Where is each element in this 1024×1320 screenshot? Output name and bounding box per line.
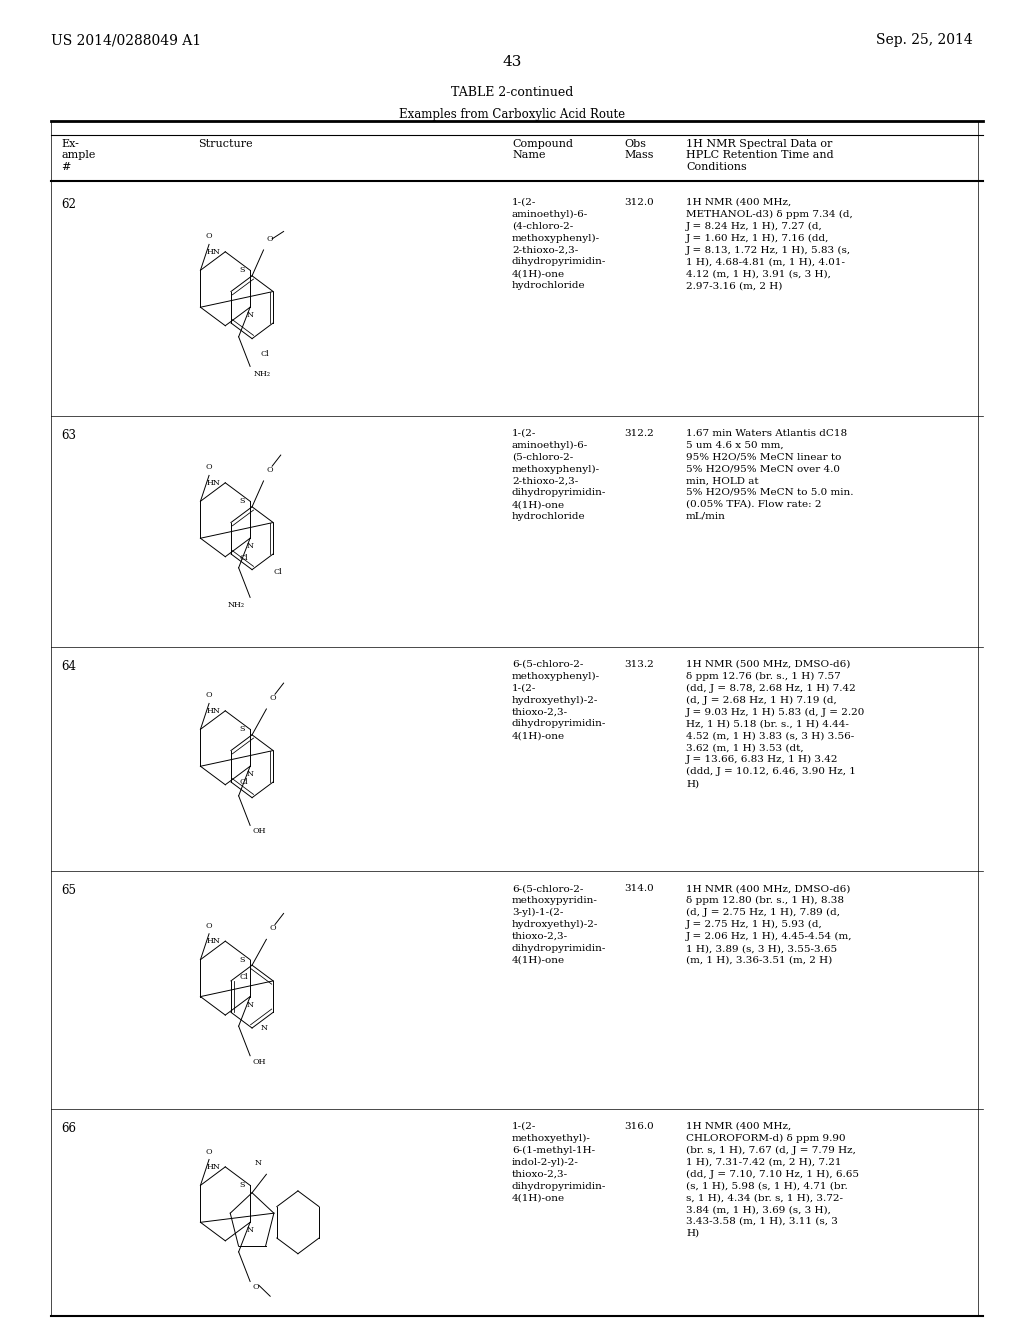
Text: Structure: Structure [198,139,253,149]
Text: O: O [206,692,212,700]
Text: Compound
Name: Compound Name [512,139,573,160]
Text: Cl: Cl [240,553,248,561]
Text: O: O [253,1283,260,1291]
Text: O: O [206,463,212,471]
Text: S: S [240,956,245,964]
Text: Cl: Cl [261,350,269,358]
Text: HN: HN [206,706,220,715]
Text: 62: 62 [61,198,77,211]
Text: Obs
Mass: Obs Mass [625,139,654,160]
Text: OH: OH [253,828,266,836]
Text: S: S [240,498,245,506]
Text: Ex-
ample
#: Ex- ample # [61,139,96,172]
Text: 313.2: 313.2 [625,660,654,669]
Text: Cl: Cl [274,569,283,577]
Text: 1H NMR (500 MHz, DMSO-d6)
δ ppm 12.76 (br. s., 1 H) 7.57
(dd, J = 8.78, 2.68 Hz,: 1H NMR (500 MHz, DMSO-d6) δ ppm 12.76 (b… [686,660,865,788]
Text: Sep. 25, 2014: Sep. 25, 2014 [877,33,973,48]
Text: NH₂: NH₂ [253,371,270,379]
Text: 312.2: 312.2 [625,429,654,438]
Text: 1H NMR (400 MHz, DMSO-d6)
δ ppm 12.80 (br. s., 1 H), 8.38
(d, J = 2.75 Hz, 1 H),: 1H NMR (400 MHz, DMSO-d6) δ ppm 12.80 (b… [686,884,853,965]
Text: N: N [247,543,254,550]
Text: N: N [247,1226,254,1234]
Text: HN: HN [206,479,220,487]
Text: S: S [240,267,245,275]
Text: 65: 65 [61,884,77,898]
Text: 63: 63 [61,429,77,442]
Text: O: O [206,1147,212,1155]
Text: 1-(2-
aminoethyl)-6-
(4-chloro-2-
methoxyphenyl)-
2-thioxo-2,3-
dihydropyrimidin: 1-(2- aminoethyl)-6- (4-chloro-2- methox… [512,198,606,290]
Text: Cl: Cl [240,973,248,981]
Text: US 2014/0288049 A1: US 2014/0288049 A1 [51,33,202,48]
Text: N: N [254,1159,261,1167]
Text: 316.0: 316.0 [625,1122,654,1131]
Text: O: O [266,466,273,474]
Text: 66: 66 [61,1122,77,1135]
Text: NH₂: NH₂ [227,602,245,610]
Text: 1.67 min Waters Atlantis dC18
5 um 4.6 x 50 mm,
95% H2O/5% MeCN linear to
5% H2O: 1.67 min Waters Atlantis dC18 5 um 4.6 x… [686,429,854,520]
Text: N: N [261,1024,267,1032]
Text: O: O [206,232,212,240]
Text: Cl: Cl [240,777,248,785]
Text: OH: OH [253,1057,266,1065]
Text: S: S [240,725,245,734]
Text: N: N [247,1001,254,1008]
Text: O: O [266,235,273,243]
Text: N: N [247,312,254,319]
Text: 312.0: 312.0 [625,198,654,207]
Text: 6-(5-chloro-2-
methoxyphenyl)-
1-(2-
hydroxyethyl)-2-
thioxo-2,3-
dihydropyrimid: 6-(5-chloro-2- methoxyphenyl)- 1-(2- hyd… [512,660,606,741]
Text: 6-(5-chloro-2-
methoxypyridin-
3-yl)-1-(2-
hydroxyethyl)-2-
thioxo-2,3-
dihydrop: 6-(5-chloro-2- methoxypyridin- 3-yl)-1-(… [512,884,606,965]
Text: HN: HN [206,248,220,256]
Text: O: O [206,921,212,929]
Text: 1H NMR Spectral Data or
HPLC Retention Time and
Conditions: 1H NMR Spectral Data or HPLC Retention T… [686,139,834,172]
Text: HN: HN [206,1163,220,1171]
Text: 64: 64 [61,660,77,673]
Text: 314.0: 314.0 [625,884,654,894]
Text: O: O [269,693,275,702]
Text: 1-(2-
methoxyethyl)-
6-(1-methyl-1H-
indol-2-yl)-2-
thioxo-2,3-
dihydropyrimidin: 1-(2- methoxyethyl)- 6-(1-methyl-1H- ind… [512,1122,606,1203]
Text: 1-(2-
aminoethyl)-6-
(5-chloro-2-
methoxyphenyl)-
2-thioxo-2,3-
dihydropyrimidin: 1-(2- aminoethyl)-6- (5-chloro-2- methox… [512,429,606,521]
Text: N: N [247,771,254,779]
Text: 43: 43 [503,55,521,70]
Text: S: S [240,1181,245,1189]
Text: TABLE 2-continued: TABLE 2-continued [451,86,573,99]
Text: Examples from Carboxylic Acid Route: Examples from Carboxylic Acid Route [399,108,625,121]
Text: 1H NMR (400 MHz,
METHANOL-d3) δ ppm 7.34 (d,
J = 8.24 Hz, 1 H), 7.27 (d,
J = 1.6: 1H NMR (400 MHz, METHANOL-d3) δ ppm 7.34… [686,198,853,290]
Text: HN: HN [206,937,220,945]
Text: 1H NMR (400 MHz,
CHLOROFORM-d) δ ppm 9.90
(br. s, 1 H), 7.67 (d, J = 7.79 Hz,
1 : 1H NMR (400 MHz, CHLOROFORM-d) δ ppm 9.9… [686,1122,859,1238]
Text: O: O [269,924,275,932]
